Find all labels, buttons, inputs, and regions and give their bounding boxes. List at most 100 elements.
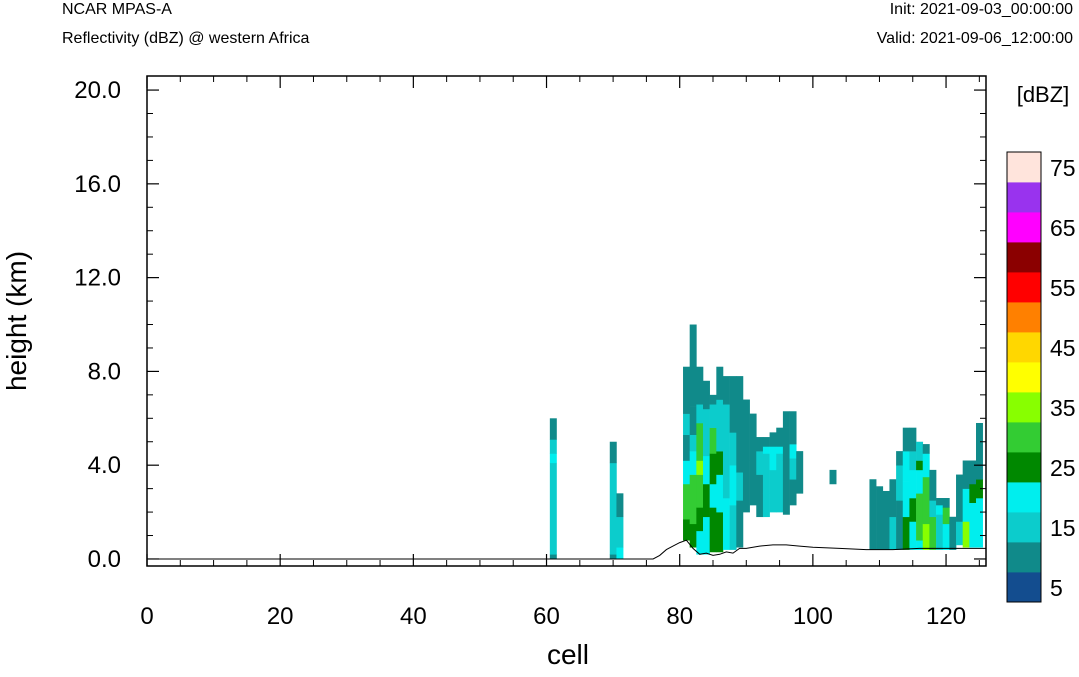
reflectivity-cell: [722, 498, 730, 550]
reflectivity-cell: [762, 437, 770, 447]
reflectivity-cell: [756, 474, 764, 518]
reflectivity-cell: [683, 434, 690, 461]
colorbar: 5 15 25 35 45 55 65 75: [1006, 151, 1076, 603]
reflectivity-cell: [616, 516, 624, 548]
reflectivity-cell: [922, 444, 930, 454]
reflectivity-cell: [616, 493, 624, 518]
colorbar-swatch: [1007, 272, 1041, 303]
reflectivity-cells: [549, 324, 983, 560]
colorbar-swatch: [1007, 302, 1041, 333]
y-tick-label: 20.0: [74, 77, 121, 104]
reflectivity-cell: [716, 451, 724, 475]
reflectivity-cell: [922, 523, 930, 550]
reflectivity-cell: [683, 460, 690, 485]
colorbar-swatch: [1007, 542, 1041, 573]
reflectivity-cell: [756, 451, 764, 475]
reflectivity-cell: [976, 498, 983, 548]
y-tick-label: 16.0: [74, 171, 121, 198]
reflectivity-cell: [936, 498, 944, 506]
colorbar-swatch: [1007, 392, 1041, 423]
reflectivity-cell: [609, 462, 617, 555]
reflectivity-cell: [889, 479, 897, 518]
colorbar-swatch: [1007, 332, 1041, 363]
reflectivity-cell: [683, 413, 690, 436]
reflectivity-cell: [909, 451, 917, 471]
reflectivity-cell: [962, 521, 970, 548]
x-tick-label: 120: [926, 603, 966, 630]
reflectivity-cell: [909, 521, 917, 550]
reflectivity-cell: [549, 462, 557, 555]
reflectivity-cell: [696, 460, 704, 475]
reflectivity-cell: [889, 516, 897, 550]
plot-frame: [146, 75, 987, 567]
reflectivity-cell: [762, 446, 770, 454]
colorbar-label: 5: [1050, 575, 1063, 601]
reflectivity-cell: [696, 422, 704, 461]
reflectivity-cell: [769, 446, 777, 471]
reflectivity-cell: [969, 502, 977, 548]
reflectivity-cell: [703, 516, 710, 555]
reflectivity-cell: [769, 469, 777, 513]
reflectivity-cell: [782, 460, 790, 515]
x-tick-label: 100: [793, 603, 833, 630]
reflectivity-cell: [609, 441, 617, 464]
reflectivity-cell: [929, 500, 937, 518]
reflectivity-cell: [929, 516, 937, 550]
reflectivity-cell: [896, 451, 904, 466]
reflectivity-cell: [696, 404, 704, 424]
reflectivity-cell: [716, 512, 724, 553]
reflectivity-cell: [716, 399, 724, 452]
reflectivity-cell: [683, 366, 690, 414]
colorbar-swatch: [1007, 212, 1041, 243]
terrain-line: [147, 539, 986, 560]
reflectivity-cell: [756, 437, 764, 452]
y-tick-label: 4.0: [88, 452, 121, 479]
reflectivity-cell: [716, 366, 724, 400]
reflectivity-cell: [916, 540, 924, 550]
reflectivity-cell: [976, 479, 983, 499]
reflectivity-cell: [796, 451, 804, 494]
reflectivity-cell: [962, 488, 970, 522]
chart-title: NCAR MPAS-A: [62, 1, 172, 18]
reflectivity-cell: [683, 483, 690, 520]
reflectivity-cell: [949, 516, 957, 550]
reflectivity-cell: [703, 455, 710, 485]
y-tick-label: 8.0: [88, 358, 121, 385]
x-tick-label: 0: [140, 603, 153, 630]
reflectivity-cell: [729, 432, 737, 466]
reflectivity-cell: [869, 479, 877, 550]
y-tick-label: 12.0: [74, 265, 121, 292]
reflectivity-cell: [703, 380, 710, 410]
reflectivity-cell: [689, 523, 697, 548]
reflectivity-cell: [936, 505, 944, 515]
colorbar-swatch: [1007, 182, 1041, 213]
reflectivity-cell: [696, 366, 704, 405]
colorbar-swatch: [1007, 422, 1041, 453]
reflectivity-cell: [782, 427, 790, 461]
reflectivity-cell: [882, 490, 890, 550]
reflectivity-cell: [689, 451, 697, 475]
reflectivity-cell: [736, 500, 744, 548]
reflectivity-cell: [683, 519, 690, 541]
reflectivity-cell: [709, 404, 717, 428]
reflectivity-cell: [722, 376, 730, 405]
reflectivity-cell: [909, 469, 917, 499]
reflectivity-cell: [969, 460, 977, 485]
reflectivity-cell: [742, 460, 750, 513]
reflectivity-cell: [789, 411, 797, 445]
colorbar-swatch: [1007, 362, 1041, 393]
reflectivity-cell: [549, 554, 557, 560]
reflectivity-cell: [916, 460, 924, 471]
reflectivity-cell: [689, 406, 697, 435]
x-tick-label: 20: [267, 603, 294, 630]
reflectivity-cell: [703, 408, 710, 457]
y-axis-label: height (km): [1, 251, 32, 391]
colorbar-swatch: [1007, 152, 1041, 183]
reflectivity-cell: [902, 516, 910, 550]
reflectivity-cell: [929, 469, 937, 501]
y-tick-label: 0.0: [88, 546, 121, 573]
reflectivity-cell: [902, 427, 910, 452]
reflectivity-cell: [549, 418, 557, 440]
reflectivity-cell: [969, 483, 977, 503]
reflectivity-cell: [689, 324, 697, 368]
